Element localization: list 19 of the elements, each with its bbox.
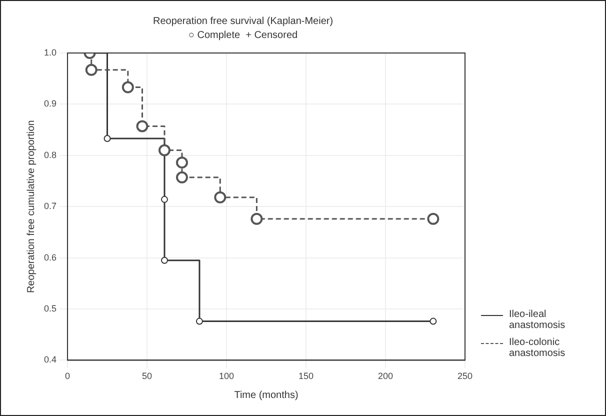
x-tick-label: 150 [298,371,314,382]
y-tick-label: 1.0 [44,47,57,58]
x-tick-label: 250 [457,371,473,382]
x-tick-label: 0 [65,371,70,382]
y-tick-label: 0.8 [44,150,57,160]
y-tick-label: 0.4 [44,354,57,365]
legend-label: Ileo-colonic anastomosis [509,337,566,359]
y-tick-label: 0.6 [44,252,57,262]
x-axis-title: Time (months) [234,390,298,401]
x-tick-label: 50 [142,371,152,382]
x-tick-label: 100 [218,371,234,382]
x-tick-label: 200 [378,371,394,382]
legend-label: Ileo-ileal anastomosis [509,309,566,331]
chart-subtitle: ○ Complete + Censored [188,30,298,41]
y-tick-label: 0.5 [44,303,57,314]
y-axis-title: Reoperation free cumulative proportion [26,120,37,294]
chart-title: Reoperation free survival (Kaplan-Meier) [152,16,334,27]
y-tick-label: 0.7 [44,201,57,212]
y-tick-label: 0.9 [44,98,57,109]
